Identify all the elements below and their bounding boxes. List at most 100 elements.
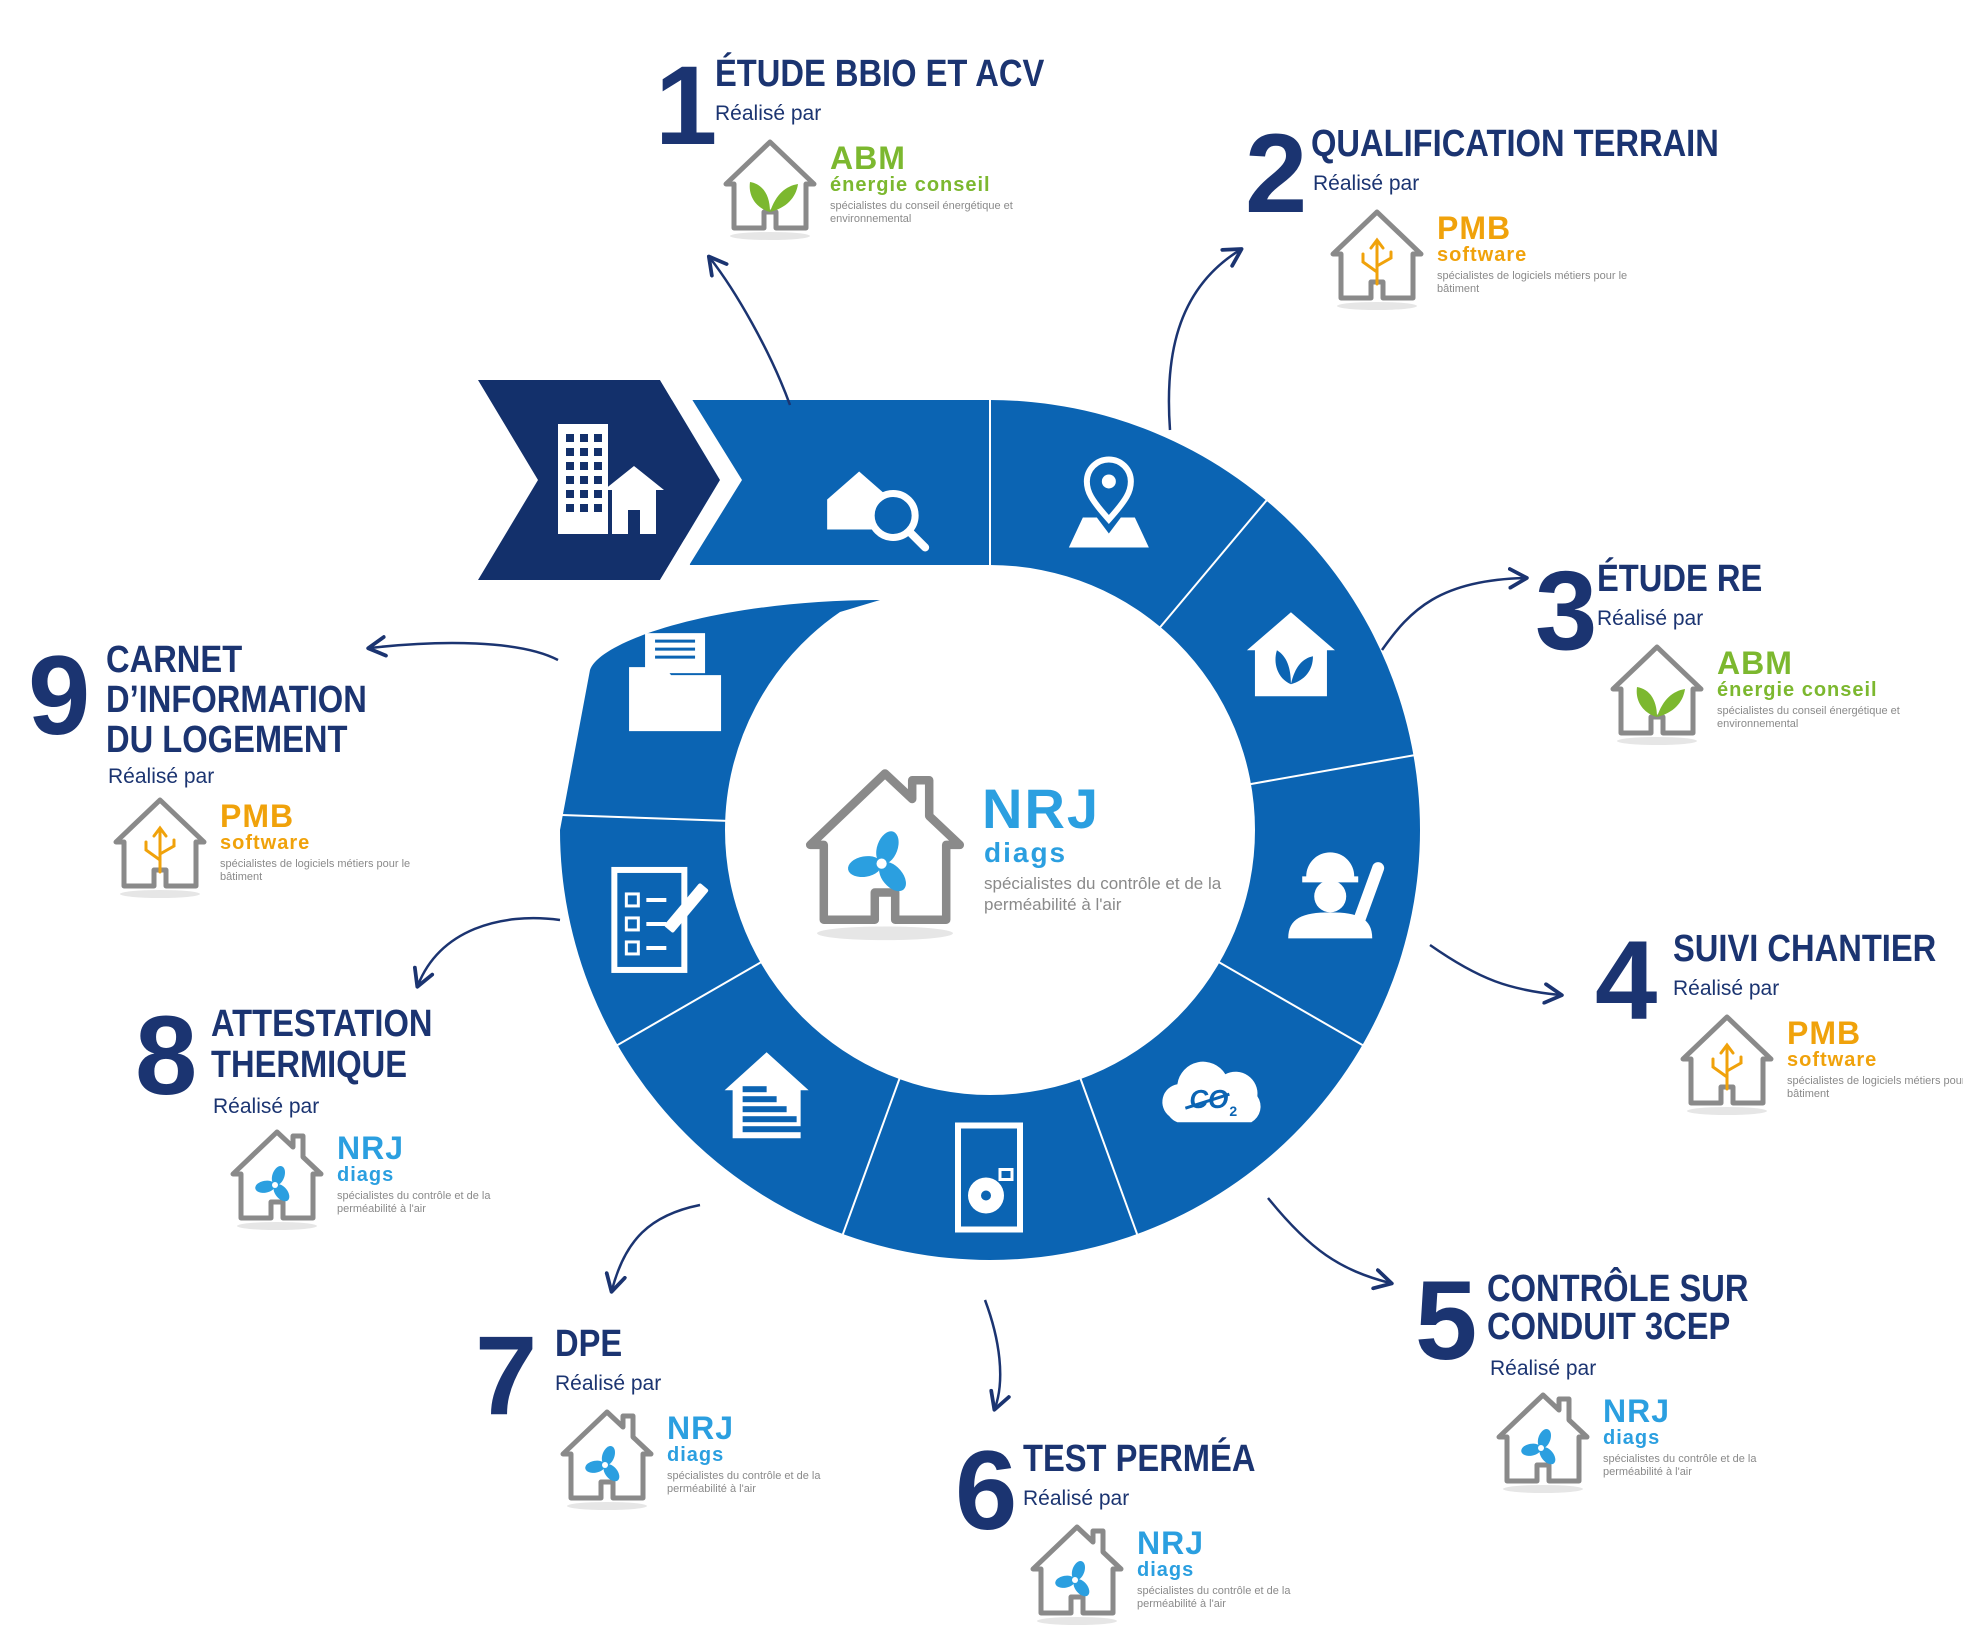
step-title: ÉTUDE RE	[1597, 558, 1763, 600]
worker-icon	[1288, 852, 1385, 939]
realise-par-label: Réalisé par	[1313, 172, 1420, 195]
company-brand: PMB	[220, 798, 295, 834]
company-desc: spécialistes de logiciels métiers pour l…	[1787, 1075, 1963, 1100]
pmb-logo: PMB software spécialistes de logiciels m…	[1677, 1007, 1963, 1117]
realise-par-label: Réalisé par	[1673, 977, 1780, 1000]
company-desc: spécialistes du conseil énergétique et e…	[830, 200, 1013, 225]
ring-separator	[1079, 1076, 1139, 1237]
company-brand: NRJ	[667, 1410, 735, 1446]
step-title: ÉTUDE BBIO ET ACV	[715, 53, 1045, 95]
company-sub: diags	[667, 1444, 725, 1466]
center-description: spécialistes du contrôle et de la perméa…	[984, 874, 1222, 914]
realise-par-label: Réalisé par	[108, 765, 215, 788]
step-number: 6	[955, 1428, 1017, 1553]
pmb-house-usb-icon	[1330, 209, 1424, 310]
company-desc: spécialistes de logiciels métiers pour l…	[1437, 270, 1628, 295]
step-number: 3	[1535, 548, 1597, 673]
ring-segments	[478, 380, 1420, 1260]
ring-separator	[615, 960, 763, 1047]
step-9-arrow	[366, 635, 559, 662]
company-brand: ABM	[1717, 645, 1793, 681]
realise-par-label: Réalisé par	[213, 1095, 320, 1118]
step-number: 9	[28, 633, 90, 758]
nrj-house-fan-icon	[1030, 1524, 1124, 1625]
center-nrj-logo: NRJ diags spécialistes du contrôle et de…	[800, 755, 1240, 965]
step-title-line-2: CONDUIT 3CEP	[1487, 1306, 1731, 1348]
step-2-arrow	[1167, 247, 1244, 431]
company-desc: spécialistes du contrôle et de la perméa…	[1137, 1585, 1291, 1610]
buildings-icon	[558, 424, 664, 534]
company-brand: ABM	[830, 140, 906, 176]
abm-logo: ABM énergie conseil spécialistes du cons…	[720, 132, 1030, 242]
company-desc: spécialistes du conseil énergétique et e…	[1717, 705, 1900, 730]
nrj-logo: NRJ diags spécialistes du contrôle et de…	[1493, 1385, 1803, 1495]
realise-par-label: Réalisé par	[1023, 1487, 1130, 1510]
realise-par-label: Réalisé par	[1597, 607, 1704, 630]
door-fan-icon	[955, 1122, 1023, 1233]
center-brand-sub: diags	[984, 837, 1068, 868]
company-brand: NRJ	[1137, 1525, 1205, 1561]
pmb-logo: PMB software spécialistes de logiciels m…	[110, 790, 420, 900]
step-number: 7	[475, 1313, 537, 1438]
step-7-arrow	[604, 1203, 701, 1294]
center-brand: NRJ	[982, 777, 1101, 840]
step-5-arrow	[1267, 1197, 1394, 1291]
step-title-line-2: THERMIQUE	[211, 1044, 408, 1086]
svg-text:2: 2	[1229, 1103, 1237, 1119]
company-brand: NRJ	[337, 1130, 405, 1166]
ring-separator	[1158, 498, 1269, 630]
company-desc: spécialistes du contrôle et de la perméa…	[1603, 1453, 1757, 1478]
step-8-arrow	[413, 916, 561, 989]
energy-label-icon	[724, 1052, 809, 1139]
step-title-line-1: CONTRÔLE SUR	[1487, 1268, 1749, 1310]
step-number: 1	[655, 43, 717, 168]
abm-house-leaf-icon	[723, 139, 817, 240]
realise-par-label: Réalisé par	[555, 1372, 662, 1395]
eco-house-icon	[1246, 612, 1335, 697]
step-title: TEST PERMÉA	[1023, 1438, 1256, 1480]
step-title-line-2: D’INFORMATION	[106, 679, 367, 721]
company-desc: spécialistes de logiciels métiers pour l…	[220, 858, 411, 883]
ring-separator	[841, 1076, 901, 1237]
step-4-arrow	[1429, 943, 1564, 1005]
step-arrows	[366, 247, 1564, 1412]
nrj-house-fan-icon	[805, 769, 965, 941]
step-number: 5	[1415, 1258, 1477, 1383]
company-sub: software	[1437, 244, 1528, 266]
nrj-house-fan-icon	[230, 1129, 324, 1230]
chevron-separator	[660, 380, 742, 580]
company-desc: spécialistes du contrôle et de la perméa…	[337, 1190, 491, 1215]
step-number: 4	[1595, 918, 1657, 1043]
company-sub: énergie conseil	[1717, 679, 1878, 701]
step-title-line-1: CARNET	[106, 639, 243, 681]
nrj-logo: NRJ diags spécialistes du contrôle et de…	[1027, 1517, 1337, 1627]
ring-separator	[558, 813, 728, 822]
map-pin-icon	[1068, 456, 1149, 548]
company-sub: software	[220, 832, 311, 854]
company-brand: PMB	[1787, 1015, 1862, 1051]
nrj-house-fan-icon	[1496, 1392, 1590, 1493]
pmb-house-usb-icon	[113, 797, 207, 898]
step-title: DPE	[555, 1323, 623, 1365]
company-sub: diags	[1603, 1427, 1661, 1449]
step-title: SUIVI CHANTIER	[1673, 928, 1937, 970]
step-title: QUALIFICATION TERRAIN	[1311, 123, 1719, 165]
company-brand: PMB	[1437, 210, 1512, 246]
step-1-arrow	[706, 254, 792, 406]
pmb-logo: PMB software spécialistes de logiciels m…	[1327, 202, 1637, 312]
ring-separator	[1217, 960, 1365, 1047]
pmb-house-usb-icon	[1680, 1014, 1774, 1115]
company-desc: spécialistes du contrôle et de la perméa…	[667, 1470, 821, 1495]
ring-separator	[1248, 753, 1416, 786]
realise-par-label: Réalisé par	[1490, 1357, 1597, 1380]
co2-cloud-icon: CO2	[1162, 1061, 1261, 1123]
company-sub: software	[1787, 1049, 1878, 1071]
step-number: 2	[1245, 111, 1307, 236]
step-number: 8	[135, 993, 197, 1118]
nrj-house-fan-icon	[560, 1409, 654, 1510]
step-6-arrow	[983, 1299, 1011, 1412]
nrj-logo: NRJ diags spécialistes du contrôle et de…	[557, 1402, 867, 1512]
house-search-icon	[827, 471, 930, 552]
step-3-arrow	[1380, 567, 1529, 651]
